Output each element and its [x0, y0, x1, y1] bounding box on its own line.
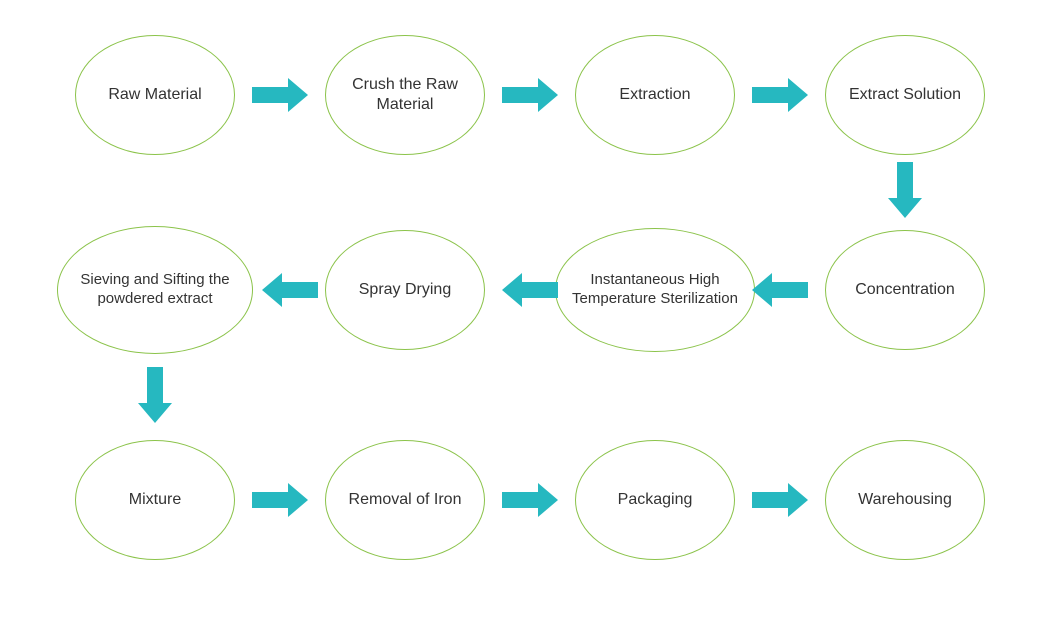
flow-node-n1: Raw Material	[75, 35, 235, 155]
flow-node-label: Warehousing	[858, 490, 952, 510]
flow-node-n6: Instantaneous High Temperature Steriliza…	[555, 228, 755, 352]
flow-node-n5: Concentration	[825, 230, 985, 350]
flow-arrow-right-icon	[502, 483, 558, 517]
flow-node-label: Extraction	[619, 85, 690, 105]
flow-node-label: Raw Material	[108, 85, 201, 105]
flow-arrow-right-icon	[502, 78, 558, 112]
flow-node-n3: Extraction	[575, 35, 735, 155]
flowchart-canvas: Raw Material Crush the Raw Material Extrac…	[0, 0, 1050, 625]
flow-node-label: Extract Solution	[849, 85, 961, 105]
flow-arrow-left-icon	[502, 273, 558, 307]
flow-node-label: Packaging	[618, 490, 693, 510]
flow-arrow-down-icon	[138, 367, 172, 423]
flow-arrow-left-icon	[752, 273, 808, 307]
flow-arrow-down-icon	[888, 162, 922, 218]
flow-node-label: Instantaneous High Temperature Steriliza…	[566, 271, 744, 309]
flow-node-n11: Packaging	[575, 440, 735, 560]
flow-node-n4: Extract Solution	[825, 35, 985, 155]
flow-arrow-right-icon	[252, 78, 308, 112]
flow-node-label: Concentration	[855, 280, 955, 300]
flow-node-n9: Mixture	[75, 440, 235, 560]
flow-node-n8: Sieving and Sifting the powdered extract	[57, 226, 253, 354]
flow-arrow-left-icon	[262, 273, 318, 307]
flow-node-label: Sieving and Sifting the powdered extract	[68, 271, 242, 309]
flow-arrow-right-icon	[752, 78, 808, 112]
flow-node-n10: Removal of Iron	[325, 440, 485, 560]
flow-node-label: Spray Drying	[359, 280, 451, 300]
flow-node-n7: Spray Drying	[325, 230, 485, 350]
flow-node-label: Mixture	[129, 490, 181, 510]
flow-node-label: Removal of Iron	[349, 490, 462, 510]
flow-node-n2: Crush the Raw Material	[325, 35, 485, 155]
flow-node-label: Crush the Raw Material	[336, 75, 474, 115]
flow-node-n12: Warehousing	[825, 440, 985, 560]
flow-arrow-right-icon	[252, 483, 308, 517]
flow-arrow-right-icon	[752, 483, 808, 517]
